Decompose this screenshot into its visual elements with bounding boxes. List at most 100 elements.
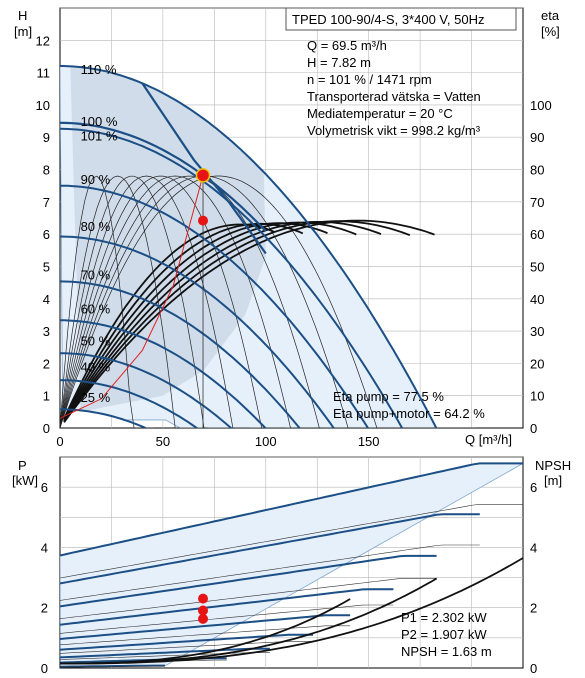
eta-line: Eta pump = 77.5 %	[333, 389, 444, 404]
eta-curve-thick	[63, 220, 411, 423]
eta-tick-label: 20	[530, 356, 544, 371]
power-tick-label: 4	[41, 540, 48, 555]
eta-curve-thin	[60, 175, 476, 428]
speed-label: 90 %	[81, 172, 111, 187]
eta-curve-thin	[60, 175, 250, 428]
npsh-tick-label: 0	[530, 661, 537, 676]
eta-y-ticks: 0 10 20 30 40 50 60 70 80 90 100	[530, 98, 552, 436]
head-tick-label: 6	[43, 227, 50, 242]
pump-curve	[60, 379, 199, 428]
eta-curve-thin	[60, 175, 361, 428]
speed-label: 60 %	[81, 301, 111, 316]
power-curve-thin	[60, 665, 165, 668]
head-tick-label: 11	[37, 66, 51, 81]
head-tick-label: 9	[43, 130, 50, 145]
power-curve-thin	[60, 652, 270, 660]
power-duty-point	[198, 593, 209, 604]
npsh-tick-label: 2	[530, 601, 537, 616]
power-curve	[60, 513, 480, 585]
head-tick-label: 3	[43, 324, 50, 339]
pump-curve	[60, 127, 404, 428]
pump-curve	[60, 235, 335, 428]
power-curve	[60, 462, 523, 557]
power-tick-label: 2	[41, 601, 48, 616]
power-curve	[60, 554, 437, 608]
head-tick-label: 2	[43, 356, 50, 371]
info-line: Transporterad vätska = Vatten	[307, 89, 481, 104]
speed-label: 101 %	[81, 128, 118, 143]
eta-info: Eta pump = 77.5 % Eta pump+motor = 64.2 %	[333, 389, 485, 421]
head-tick-label: 7	[43, 195, 50, 210]
power-duty-point	[198, 605, 209, 616]
power-info: P1 = 2.302 kW P2 = 1.907 kW NPSH = 1.63 m	[401, 610, 492, 659]
npsh-axis-unit: [m]	[544, 473, 562, 488]
head-tick-label: 8	[43, 163, 50, 178]
npsh-curve	[60, 557, 523, 665]
pump-curve-actual	[60, 121, 267, 232]
flow-tick-label: 0	[56, 434, 63, 449]
power-curve-thin	[60, 504, 523, 579]
npsh-y-ticks: 0 2 4 6	[530, 480, 537, 676]
info-line: n = 101 % / 1471 rpm	[307, 72, 432, 87]
eta-tick-label: 60	[530, 227, 544, 242]
eta-axis-unit: [%]	[541, 24, 560, 39]
power-curve	[60, 588, 394, 626]
power-curve	[60, 614, 351, 640]
pump-curve	[60, 319, 267, 428]
power-curve	[60, 647, 270, 659]
power-y-ticks: 0 2 4 6	[41, 480, 48, 676]
eta-tick-label: 100	[530, 98, 552, 113]
power-info-line: P2 = 1.907 kW	[401, 627, 487, 642]
power-info-line: NPSH = 1.63 m	[401, 644, 492, 659]
head-tick-label: 1	[43, 389, 50, 404]
power-info-line: P1 = 2.302 kW	[401, 610, 487, 625]
power-duty-point	[198, 613, 209, 624]
eta-curve-thin	[60, 175, 439, 428]
eta-line: Eta pump+motor = 64.2 %	[333, 406, 485, 421]
flow-x-ticks: 0 50 100 150	[56, 434, 379, 449]
head-tick-label: 10	[36, 98, 50, 113]
pump-curve	[60, 280, 301, 428]
eta-curve-thin	[60, 175, 402, 428]
speed-label: 70 %	[81, 267, 111, 282]
head-axis-title: H	[18, 8, 27, 23]
head-tick-label: 12	[36, 33, 50, 48]
chart-title-box	[285, 7, 517, 31]
info-line: Q = 69.5 m³/h	[307, 38, 387, 53]
head-chart-plot-area: 110 % 100 %101 % 90 % 80 % 70 % 60 % 50 % 40 % 2…	[60, 62, 476, 428]
info-line: H = 7.82 m	[307, 55, 371, 70]
npsh-tick-label: 6	[530, 480, 537, 495]
chart-title: TPED 100-90/4-S, 3*400 V, 50Hz	[292, 12, 484, 27]
eta-curve-thin	[60, 175, 324, 428]
max-power-limit-curve	[141, 82, 267, 255]
eta-curve-thin	[60, 175, 287, 428]
pump-curve	[60, 184, 370, 428]
npsh-tick-label: 4	[530, 540, 537, 555]
operating-info: Q = 69.5 m³/h H = 7.82 m n = 101 % / 1471 …	[307, 38, 481, 138]
pump-curve	[60, 65, 438, 428]
speed-label: 110 %	[81, 62, 117, 77]
power-curve-thin	[60, 544, 480, 601]
eta-tick-label: 0	[530, 421, 537, 436]
power-tick-label: 6	[41, 480, 48, 495]
eta-curve-thin	[60, 175, 155, 428]
system-curve	[60, 175, 204, 419]
speed-label: 80 %	[81, 219, 111, 234]
pump-curve	[60, 352, 233, 428]
speed-label: 40 %	[81, 359, 111, 374]
flow-tick-label: 150	[358, 434, 380, 449]
power-curve-thin	[60, 641, 314, 654]
speed-label: 100 %	[81, 114, 118, 129]
eta-tick-label: 50	[530, 259, 544, 274]
flow-tick-label: 100	[255, 434, 277, 449]
eta-tick-label: 80	[530, 163, 544, 178]
head-axis-unit: [m]	[14, 24, 32, 39]
eta-tick-label: 10	[530, 389, 544, 404]
head-chart: 110 % 100 %101 % 90 % 80 % 70 % 60 % 50 % 40 % 2…	[14, 7, 560, 449]
head-tick-label: 4	[43, 292, 50, 307]
speed-label: 50 %	[81, 334, 111, 349]
eta-curve-thick	[63, 219, 435, 423]
eta-curve-thin	[60, 175, 209, 428]
head-tick-label: 5	[43, 259, 50, 274]
